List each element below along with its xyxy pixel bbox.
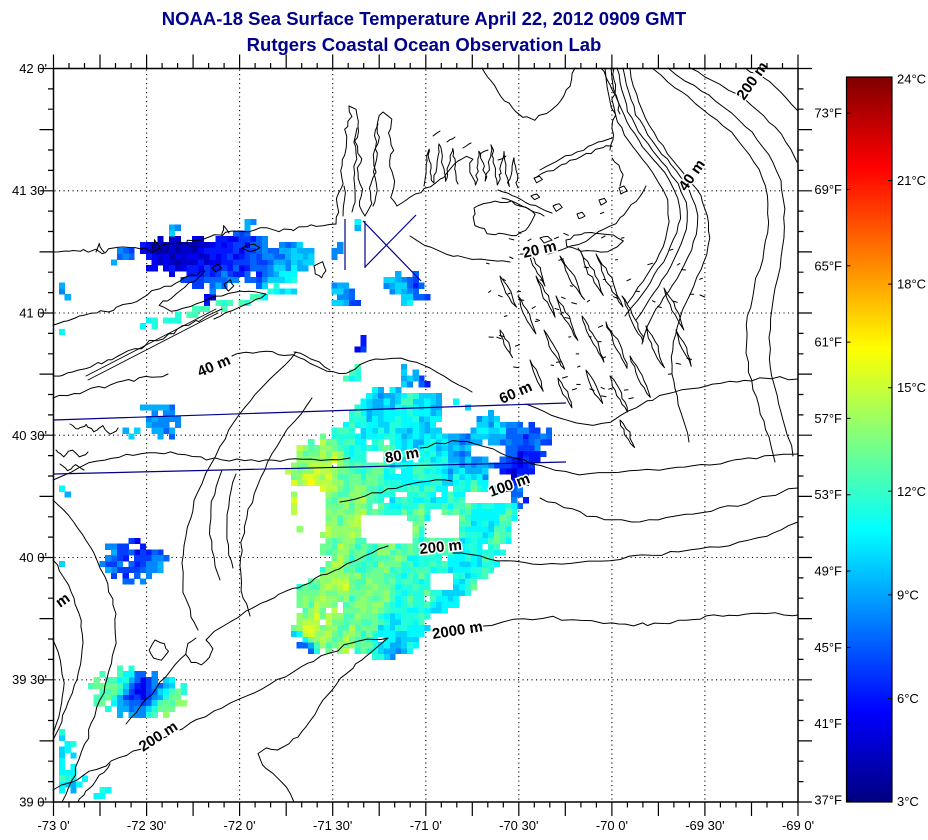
svg-text:12°C: 12°C (897, 484, 926, 499)
svg-text:53°F: 53°F (814, 487, 842, 502)
svg-text:18°C: 18°C (897, 277, 926, 292)
svg-text:-71 30': -71 30' (313, 818, 352, 833)
svg-text:42 0': 42 0' (19, 61, 47, 76)
svg-text:39 30': 39 30' (12, 672, 47, 687)
svg-text:NOAA-18 Sea Surface Temperatur: NOAA-18 Sea Surface Temperature April 22… (162, 8, 687, 29)
svg-text:-73 0': -73 0' (37, 818, 69, 833)
svg-text:39 0': 39 0' (19, 795, 47, 810)
svg-text:61°F: 61°F (814, 335, 842, 350)
svg-text:15°C: 15°C (897, 380, 926, 395)
svg-text:45°F: 45°F (814, 640, 842, 655)
svg-text:73°F: 73°F (814, 106, 842, 121)
svg-text:-72 0': -72 0' (224, 818, 256, 833)
svg-text:41 0': 41 0' (19, 306, 47, 321)
svg-text:41°F: 41°F (814, 716, 842, 731)
svg-text:-72 30': -72 30' (127, 818, 166, 833)
svg-text:37°F: 37°F (814, 793, 842, 808)
svg-text:-69 30': -69 30' (685, 818, 724, 833)
svg-text:-70 30': -70 30' (499, 818, 538, 833)
svg-text:Rutgers Coastal Ocean Observat: Rutgers Coastal Ocean Observation Lab (247, 34, 602, 55)
svg-text:40 0': 40 0' (19, 550, 47, 565)
svg-text:-70 0': -70 0' (596, 818, 628, 833)
svg-text:49°F: 49°F (814, 564, 842, 579)
svg-text:3°C: 3°C (897, 794, 919, 809)
svg-text:40 30': 40 30' (12, 428, 47, 443)
svg-text:57°F: 57°F (814, 411, 842, 426)
svg-text:-71 0': -71 0' (410, 818, 442, 833)
svg-text:24°C: 24°C (897, 72, 926, 87)
svg-text:21°C: 21°C (897, 173, 926, 188)
svg-text:41 30': 41 30' (12, 183, 47, 198)
svg-text:6°C: 6°C (897, 691, 919, 706)
svg-text:-69 0': -69 0' (782, 818, 814, 833)
svg-text:69°F: 69°F (814, 182, 842, 197)
svg-text:9°C: 9°C (897, 587, 919, 602)
svg-text:65°F: 65°F (814, 258, 842, 273)
